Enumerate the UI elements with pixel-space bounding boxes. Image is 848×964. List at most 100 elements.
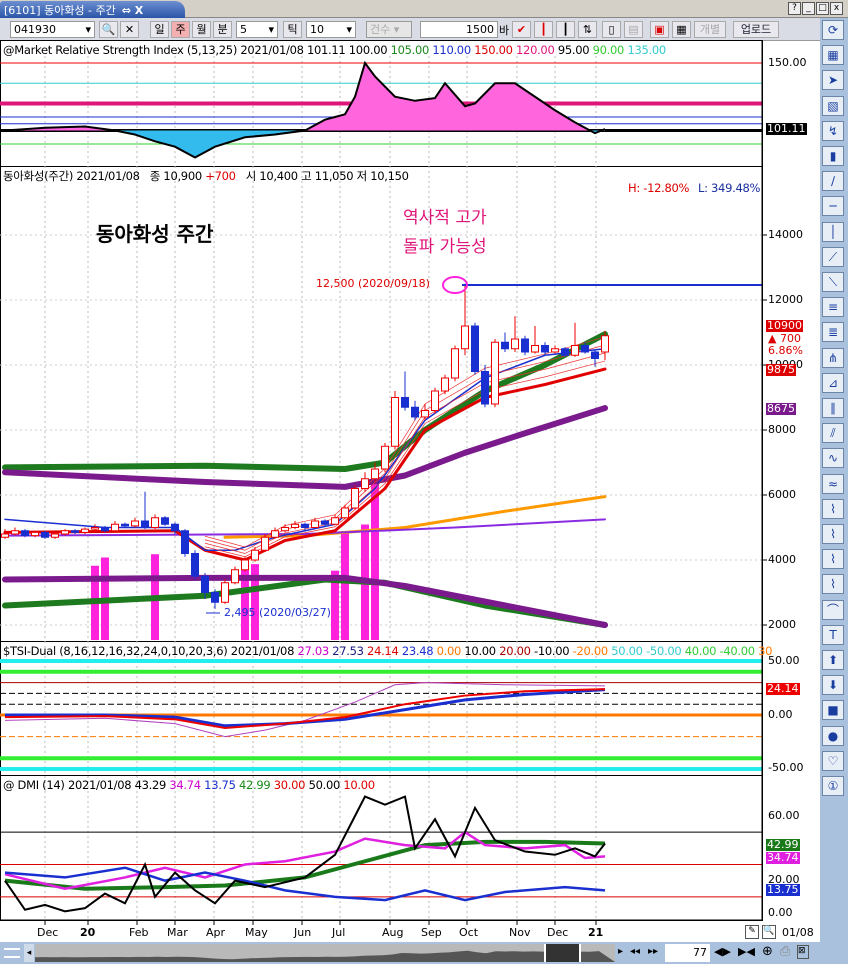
- rectangle-icon[interactable]: ■: [822, 700, 844, 721]
- line-icon[interactable]: ∕: [822, 171, 844, 192]
- candle-body: [71, 530, 79, 533]
- dmi-line-green: [4, 839, 606, 891]
- wave2-icon[interactable]: ≈: [822, 473, 844, 494]
- zoom-icon[interactable]: 🔍: [762, 925, 776, 939]
- tsi-value: 23.48: [401, 644, 434, 658]
- bar-chart-icon[interactable]: ┃: [556, 21, 575, 38]
- candle-body: [461, 325, 469, 350]
- pattern-icon[interactable]: ▧: [822, 95, 844, 116]
- minimize-button[interactable]: _: [802, 2, 815, 15]
- fib-icon[interactable]: ≡: [822, 297, 844, 318]
- refresh-icon[interactable]: ⟳: [822, 20, 844, 40]
- print-icon[interactable]: ⎙: [780, 944, 791, 959]
- fib2-icon[interactable]: ≣: [822, 322, 844, 343]
- channel-icon[interactable]: ∥: [822, 398, 844, 418]
- candle-body: [471, 325, 479, 372]
- andrews-icon[interactable]: ⋔: [822, 347, 844, 368]
- period-week-button[interactable]: 주: [171, 21, 190, 38]
- close-value: 10,900: [163, 169, 202, 183]
- scroll-left-icon[interactable]: ◂: [24, 944, 34, 962]
- minute-select[interactable]: 5 ▾: [236, 21, 278, 38]
- diagonal-icon[interactable]: ⟋: [822, 246, 844, 267]
- search-clear-icon[interactable]: ✕: [120, 21, 139, 38]
- document-icon[interactable]: ▯: [602, 21, 621, 38]
- tsi-value: 30: [758, 644, 773, 658]
- count-select[interactable]: 건수 ▾: [366, 21, 412, 38]
- menu-icon[interactable]: [4, 948, 20, 958]
- current-date: 01/08: [782, 926, 814, 939]
- visible-count-input[interactable]: 77: [665, 944, 710, 962]
- gann-icon[interactable]: ⊿: [822, 372, 844, 393]
- zoom-in-icon[interactable]: ◀▶: [714, 945, 731, 958]
- number-icon[interactable]: ①: [822, 776, 844, 796]
- stock-code: 041930: [14, 23, 56, 36]
- close-button[interactable]: x: [830, 2, 843, 15]
- circle-icon[interactable]: ●: [822, 725, 844, 746]
- tab-close-icon[interactable]: ⇔ X: [121, 4, 144, 17]
- arc-icon[interactable]: ⌒: [822, 599, 844, 620]
- period-minute-button[interactable]: 분: [213, 21, 232, 38]
- scroll-last-icon[interactable]: ▸▸: [648, 946, 659, 957]
- vertical-line-icon[interactable]: │: [822, 221, 844, 242]
- candle-body: [291, 523, 299, 528]
- candle-body: [111, 523, 119, 532]
- candle-body: [101, 527, 109, 532]
- zoom-out-icon[interactable]: ▶◀: [738, 945, 755, 958]
- table-icon[interactable]: ▦: [672, 21, 691, 38]
- trend-icon[interactable]: ↯: [822, 120, 844, 141]
- cycle3-icon[interactable]: ⌇: [822, 549, 844, 570]
- parallel-icon[interactable]: ⫽: [822, 423, 844, 444]
- dmi-line-blue: [4, 866, 606, 902]
- arrow-down-icon[interactable]: ⬇: [822, 675, 844, 696]
- edit-icon[interactable]: ✎: [745, 925, 759, 939]
- chart-canvas[interactable]: [0, 0, 820, 942]
- mdi-tag: 13.75: [766, 883, 800, 896]
- text-icon[interactable]: T: [822, 624, 844, 645]
- tsi-value: 20.00: [499, 644, 531, 658]
- maximize-button[interactable]: □: [816, 2, 829, 15]
- export-icon[interactable]: ▣: [650, 21, 669, 38]
- horizontal-line-icon[interactable]: ─: [822, 196, 844, 217]
- crosshair-icon[interactable]: ⊕: [762, 944, 773, 959]
- cycle2-icon[interactable]: ⌇: [822, 524, 844, 544]
- dmi-value: 13.75: [204, 778, 236, 792]
- cycle-icon[interactable]: ⌇: [822, 498, 844, 519]
- period-tick-button[interactable]: 틱: [283, 21, 302, 38]
- upload-button[interactable]: 업로드: [733, 21, 779, 38]
- scroll-first-icon[interactable]: ◂◂: [630, 946, 641, 957]
- cursor-icon[interactable]: ➤: [822, 70, 844, 91]
- mrsi-value: 135.00: [627, 43, 666, 57]
- candle-icon[interactable]: ┃: [534, 21, 553, 38]
- period-month-button[interactable]: 월: [192, 21, 211, 38]
- stock-code-combo[interactable]: 041930 ▾: [10, 21, 95, 38]
- diagonal2-icon[interactable]: ⟍: [822, 272, 844, 292]
- grid-icon[interactable]: ▦: [822, 45, 844, 66]
- arrow-up-icon[interactable]: ⬆: [822, 650, 844, 670]
- tsi-axis-label: 0.00: [768, 708, 793, 721]
- candle-icon[interactable]: ▮: [822, 146, 844, 166]
- calc-icon[interactable]: ▤: [624, 21, 643, 38]
- overview-scrollbar[interactable]: [35, 944, 615, 962]
- chart-type-icon[interactable]: ✔: [512, 21, 531, 38]
- help-button[interactable]: ?: [788, 2, 801, 15]
- updown-icon[interactable]: ⇅: [578, 21, 597, 38]
- period-day-button[interactable]: 일: [150, 21, 169, 38]
- dmi-value: 10.00: [343, 778, 375, 792]
- tick-select[interactable]: 10 ▾: [306, 21, 356, 38]
- cycle4-icon[interactable]: ⌇: [822, 574, 844, 595]
- date-tick-label: Jul: [332, 926, 346, 939]
- heart-icon[interactable]: ♡: [822, 750, 844, 771]
- search-icon[interactable]: 🔍: [99, 21, 118, 38]
- date-tick-label: Jun: [294, 926, 312, 939]
- mrsi-value: 90.00: [592, 43, 625, 57]
- candle-body: [501, 341, 509, 350]
- count-input[interactable]: 1500: [420, 21, 498, 38]
- candle-body: [531, 345, 539, 353]
- date-tick-label: Dec: [37, 926, 59, 939]
- individual-button[interactable]: 개별: [694, 21, 726, 38]
- window-tab[interactable]: [6101] 동아화성 - 주간 ⇔ X: [0, 1, 185, 18]
- close-chart-icon[interactable]: ⊠: [797, 945, 809, 959]
- scroll-right-icon[interactable]: ▸: [618, 946, 624, 957]
- tick-value: 10: [310, 23, 324, 36]
- wave-icon[interactable]: ∿: [822, 448, 844, 469]
